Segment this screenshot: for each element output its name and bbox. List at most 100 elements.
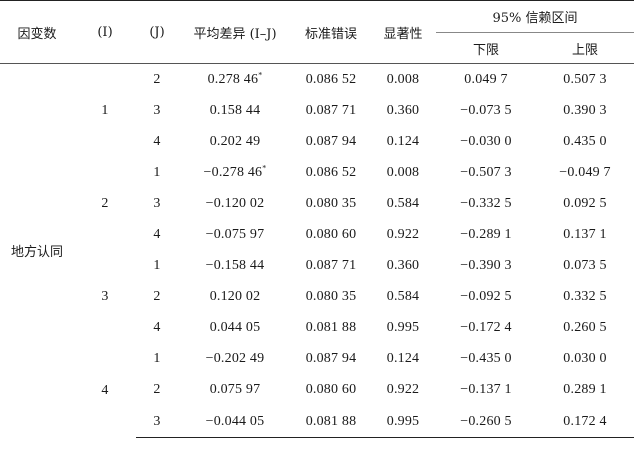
group-i-cell: 4 — [101, 382, 109, 398]
mean-diff-value: 0.158 44 — [209, 102, 261, 118]
significance-cell: 0.995 — [386, 320, 420, 336]
mean-diff-value: −0.120 02 — [205, 195, 265, 211]
lower-bound-cell: −0.260 5 — [436, 406, 536, 439]
table-row: 3 1 −0.158 44 0.087 71 0.360 −0.390 3 0.073 5 — [0, 251, 634, 304]
lower-bound-cell: −0.030 0 — [460, 133, 512, 149]
std-error-cell: 0.081 88 — [292, 406, 370, 439]
group-i-cell: 2 — [101, 195, 109, 211]
mean-diff-value: −0.158 44 — [205, 258, 265, 274]
significance-cell: 0.360 — [386, 102, 420, 118]
std-error-cell: 0.087 71 — [305, 258, 357, 274]
j-cell: 4 — [153, 320, 161, 336]
mean-diff-cell: −0.158 44 — [178, 251, 292, 282]
header-dependent-var: 因变数 — [0, 0, 74, 64]
significance-cell: 0.124 — [386, 133, 420, 149]
mean-diff-value: −0.044 05 — [205, 413, 265, 429]
std-error-cell: 0.086 52 — [305, 71, 357, 87]
header-j: (J) — [136, 0, 178, 64]
table-row: 4 1 −0.202 49 0.087 94 0.124 −0.435 0 0.030 0 — [0, 344, 634, 397]
table-row: 2 0.075 97 0.080 60 0.922 −0.137 1 0.289 1 — [0, 375, 634, 406]
mean-diff-value: 0.278 46 — [207, 71, 259, 87]
table-row: 4 0.044 05 0.081 88 0.995 −0.172 4 0.260 5 — [0, 313, 634, 344]
header-lower: 下限 — [436, 32, 536, 64]
upper-bound-cell: 0.332 5 — [563, 289, 607, 305]
upper-bound-cell: 0.260 5 — [563, 320, 607, 336]
j-cell: 1 — [153, 351, 161, 367]
significance-star: * — [258, 69, 263, 79]
mean-diff-cell: 0.044 05 — [178, 313, 292, 344]
upper-bound-cell: −0.049 7 — [559, 164, 611, 180]
mean-diff-cell: −0.044 05 — [178, 406, 292, 439]
mean-diff-value: 0.120 02 — [209, 289, 261, 305]
lower-bound-cell: −0.435 0 — [460, 351, 512, 367]
header-mean-diff: 平均差异 (I–J) — [178, 0, 292, 64]
upper-bound-cell: 0.092 5 — [563, 195, 607, 211]
table-row: 3 −0.044 05 0.081 88 0.995 −0.260 5 0.172 4 — [0, 406, 634, 439]
significance-cell: 0.584 — [386, 289, 420, 305]
j-cell: 2 — [153, 289, 161, 305]
j-cell: 4 — [153, 133, 161, 149]
mean-diff-cell: 0.075 97 — [178, 375, 292, 406]
upper-bound-cell: 0.507 3 — [563, 71, 607, 87]
significance-cell: 0.922 — [386, 382, 420, 398]
upper-bound-cell: 0.435 0 — [563, 133, 607, 149]
header-significance: 显著性 — [370, 0, 436, 64]
table-row: 地方认同 1 2 0.278 46* 0.086 52 0.008 0.049 7 0.507… — [0, 64, 634, 260]
lower-bound-cell: −0.172 4 — [460, 320, 512, 336]
lower-bound-cell: −0.092 5 — [460, 289, 512, 305]
mean-diff-cell: 0.120 02 — [178, 282, 292, 313]
table-row: 2 1 −0.278 46* 0.086 52 0.008 −0.507 3 −0.049 … — [0, 157, 634, 211]
mean-diff-cell: 0.202 49 — [178, 126, 292, 157]
mean-diff-value: −0.075 97 — [205, 227, 265, 243]
significance-cell: 0.360 — [386, 258, 420, 274]
j-cell: 3 — [136, 406, 178, 439]
lower-bound-cell: −0.332 5 — [460, 195, 512, 211]
significance-cell: 0.995 — [370, 406, 436, 439]
header-std-error: 标准错误 — [292, 0, 370, 64]
lower-bound-cell: −0.390 3 — [460, 258, 512, 274]
upper-bound-cell: 0.289 1 — [563, 382, 607, 398]
j-cell: 3 — [153, 195, 161, 211]
upper-bound-cell: 0.137 1 — [563, 227, 607, 243]
mean-diff-cell: 0.278 46* — [178, 64, 292, 96]
mean-diff-cell: −0.278 46* — [178, 157, 292, 188]
group-i-cell: 3 — [101, 289, 109, 305]
std-error-cell: 0.087 71 — [305, 102, 357, 118]
table-body: 地方认同 1 2 0.278 46* 0.086 52 0.008 0.049 7 0.507… — [0, 64, 634, 439]
table-row: 3 −0.120 02 0.080 35 0.584 −0.332 5 0.092 5 — [0, 188, 634, 219]
lower-bound-cell: 0.049 7 — [464, 71, 508, 87]
lower-bound-cell: −0.137 1 — [460, 382, 512, 398]
std-error-cell: 0.080 35 — [305, 195, 357, 211]
mean-diff-cell: −0.120 02 — [178, 188, 292, 219]
j-cell: 1 — [153, 258, 161, 274]
significance-star: * — [262, 163, 267, 173]
mean-diff-value: 0.075 97 — [209, 382, 261, 398]
j-cell: 3 — [153, 102, 161, 118]
header-upper: 上限 — [536, 32, 634, 64]
upper-bound-cell: 0.030 0 — [563, 351, 607, 367]
mean-diff-value: 0.044 05 — [209, 320, 261, 336]
comparison-table: 因变数 (I) (J) 平均差异 (I–J) 标准错误 显著性 95% 信赖区间… — [0, 0, 634, 439]
lower-bound-cell: −0.289 1 — [460, 227, 512, 243]
header-confidence-interval: 95% 信赖区间 — [436, 0, 634, 33]
upper-bound-cell: 0.172 4 — [536, 406, 634, 439]
std-error-cell: 0.080 60 — [305, 227, 357, 243]
j-cell: 2 — [153, 71, 161, 87]
std-error-cell: 0.087 94 — [305, 133, 357, 149]
std-error-cell: 0.081 88 — [305, 320, 357, 336]
j-cell: 1 — [153, 164, 161, 180]
upper-bound-cell: 0.073 5 — [563, 258, 607, 274]
std-error-cell: 0.087 94 — [305, 351, 357, 367]
table-row: 4 −0.075 97 0.080 60 0.922 −0.289 1 0.137 1 — [0, 219, 634, 250]
mean-diff-cell: 0.158 44 — [178, 95, 292, 126]
table-row: 2 0.120 02 0.080 35 0.584 −0.092 5 0.332 5 — [0, 282, 634, 313]
mean-diff-cell: −0.075 97 — [178, 219, 292, 250]
mean-diff-value: −0.202 49 — [205, 351, 265, 367]
mean-diff-value: −0.278 46 — [203, 164, 263, 180]
table-row: 4 0.202 49 0.087 94 0.124 −0.030 0 0.435 0 — [0, 126, 634, 157]
significance-cell: 0.922 — [386, 227, 420, 243]
std-error-cell: 0.080 60 — [305, 382, 357, 398]
lower-bound-cell: −0.073 5 — [460, 102, 512, 118]
std-error-cell: 0.080 35 — [305, 289, 357, 305]
